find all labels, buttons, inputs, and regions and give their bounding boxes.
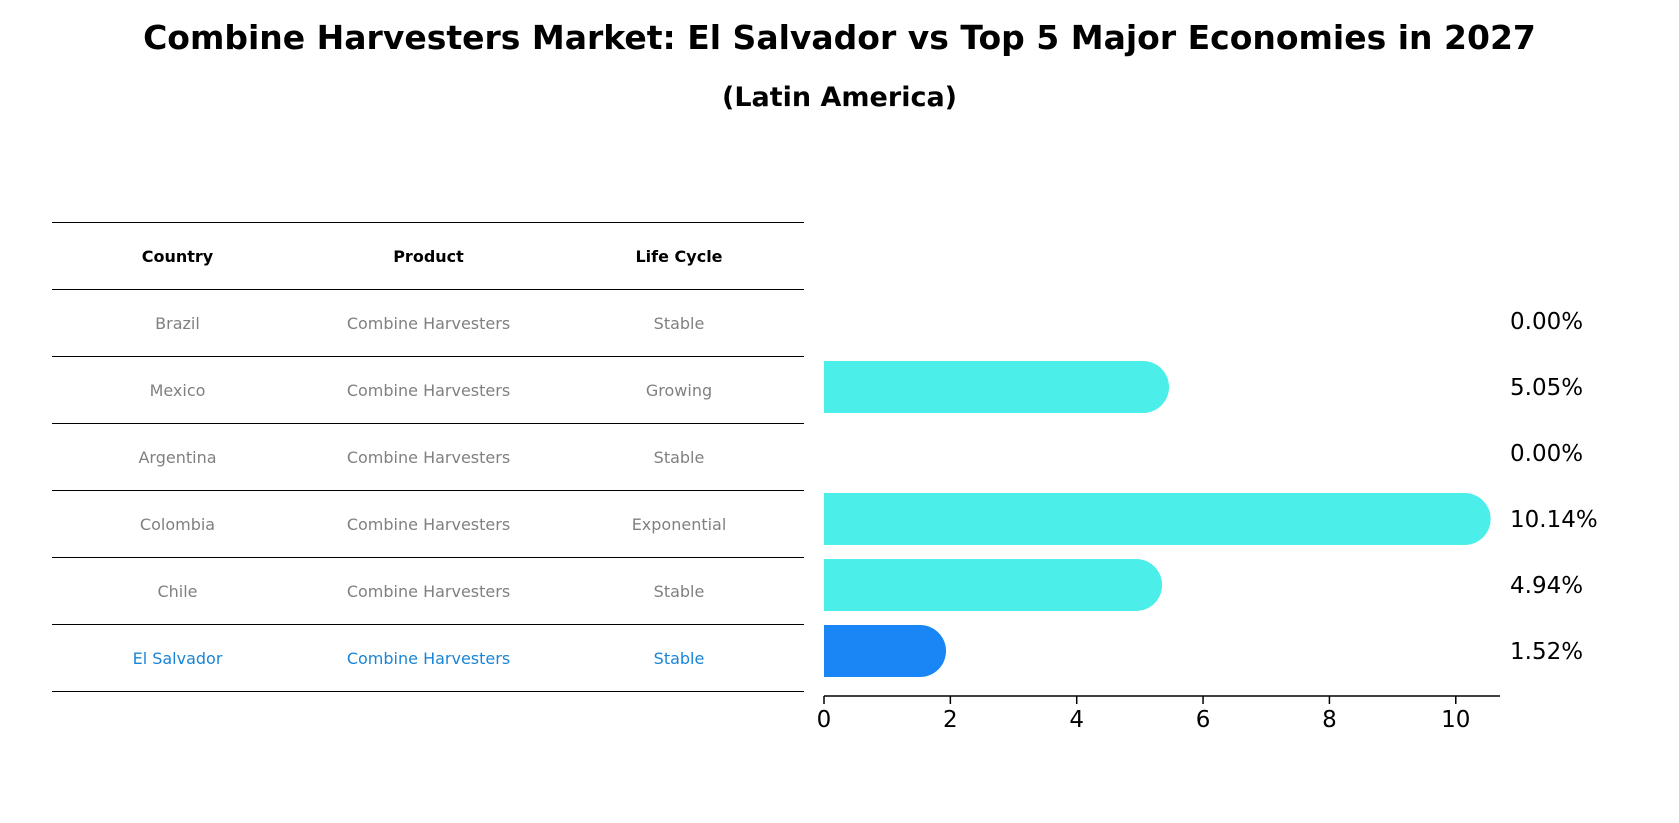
cell-life-cycle: Growing — [645, 380, 713, 400]
cell-life-cycle: Stable — [653, 447, 705, 467]
x-tick-label: 4 — [1069, 707, 1084, 733]
cell-life-cycle: Stable — [653, 581, 705, 601]
table-row-highlight: El Salvador Combine Harvesters Stable — [52, 624, 804, 692]
cell-country: Chile — [157, 581, 198, 601]
header-product: Product — [393, 246, 464, 266]
cell-product: Combine Harvesters — [346, 380, 511, 400]
data-label: 4.94% — [1510, 573, 1583, 599]
data-label: 10.14% — [1510, 507, 1598, 533]
cell-life-cycle: Stable — [653, 648, 705, 668]
bar-chile — [824, 559, 1163, 611]
cell-country: Mexico — [149, 380, 206, 400]
cell-product: Combine Harvesters — [346, 648, 511, 668]
bar-el-salvador — [824, 625, 947, 677]
x-tick-label: 8 — [1322, 707, 1337, 733]
table-row: Chile Combine Harvesters Stable — [52, 557, 804, 624]
cell-country: Argentina — [138, 447, 217, 467]
header-country: Country — [141, 246, 214, 266]
cell-product: Combine Harvesters — [346, 447, 511, 467]
cell-product: Combine Harvesters — [346, 313, 511, 333]
table-row: Argentina Combine Harvesters Stable — [52, 423, 804, 490]
cell-country: Brazil — [155, 313, 200, 333]
cell-life-cycle: Exponential — [631, 514, 727, 534]
x-tick-label: 0 — [817, 707, 832, 733]
cell-product: Combine Harvesters — [346, 514, 511, 534]
table-header-row: Country Product Life Cycle — [52, 222, 804, 289]
data-label: 1.52% — [1510, 639, 1583, 665]
data-label: 5.05% — [1510, 375, 1583, 401]
table-row: Brazil Combine Harvesters Stable — [52, 289, 804, 356]
x-tick-label: 6 — [1196, 707, 1211, 733]
data-table: Country Product Life Cycle Brazil Combin… — [52, 222, 804, 692]
cell-life-cycle: Stable — [653, 313, 705, 333]
table-row: Colombia Combine Harvesters Exponential — [52, 490, 804, 557]
cell-product: Combine Harvesters — [346, 581, 511, 601]
cell-country: El Salvador — [132, 648, 223, 668]
data-label: 0.00% — [1510, 441, 1583, 467]
x-tick-label: 10 — [1441, 707, 1470, 733]
cell-country: Colombia — [139, 514, 216, 534]
chart-subtitle: (Latin America) — [721, 82, 958, 113]
table-row: Mexico Combine Harvesters Growing — [52, 356, 804, 423]
chart-title: Combine Harvesters Market: El Salvador v… — [143, 18, 1536, 57]
bar-mexico — [824, 361, 1170, 413]
x-tick-label: 2 — [943, 707, 958, 733]
bar-colombia — [824, 493, 1491, 545]
data-label: 0.00% — [1510, 309, 1583, 335]
header-life-cycle: Life Cycle — [635, 246, 723, 266]
